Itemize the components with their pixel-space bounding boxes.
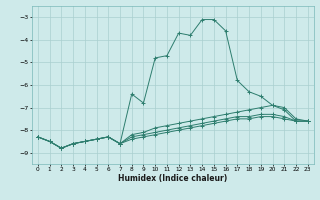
X-axis label: Humidex (Indice chaleur): Humidex (Indice chaleur) <box>118 174 228 183</box>
